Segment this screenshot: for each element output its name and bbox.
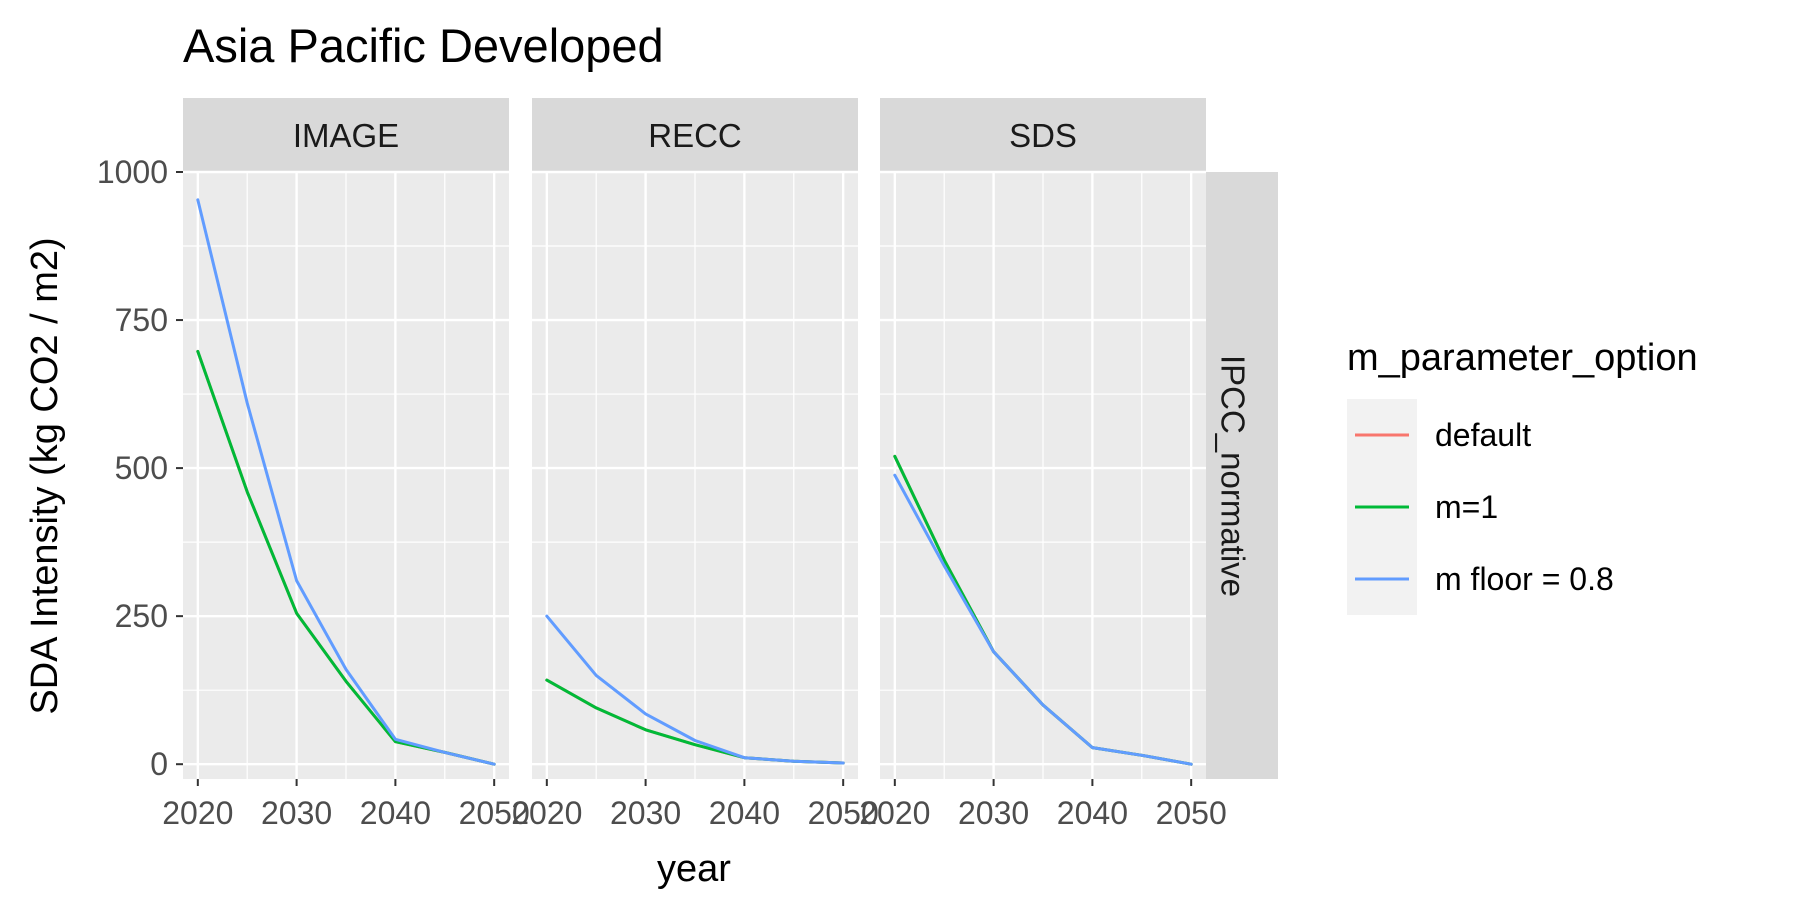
legend-label: default	[1435, 417, 1531, 453]
facet-strip-label: SDS	[1009, 117, 1077, 154]
series-line-m-floor-0-8	[893, 473, 1193, 766]
facet-panels: IMAGE 2020 2030 2040 2050 RECC 2020 2030 2040 205…	[162, 98, 1227, 831]
legend-label: m floor = 0.8	[1435, 561, 1614, 597]
x-tick-label: 2040	[360, 795, 431, 831]
y-tick-label: 0	[150, 746, 168, 782]
facet-strip	[880, 98, 1206, 172]
facet-strip	[183, 98, 509, 172]
facet-panel-image: IMAGE 2020 2030 2040 2050	[162, 98, 530, 831]
x-tick-label: 2020	[162, 795, 233, 831]
facet-strip-label: IMAGE	[293, 117, 399, 154]
row-strip-background	[1206, 172, 1278, 779]
series-line-m-floor-0-8	[196, 198, 496, 766]
legend: m_parameter_option default m=1 m floor = 0…	[1347, 337, 1698, 615]
x-tick-label: 2050	[808, 795, 879, 831]
legend-title: m_parameter_option	[1347, 337, 1698, 379]
facet-panel-recc: RECC 2020 2030 2040 2050	[511, 98, 879, 831]
x-tick-label: 2040	[1057, 795, 1128, 831]
x-axis-title: year	[657, 848, 731, 890]
y-tick-label: 250	[115, 598, 168, 634]
y-tick-label: 1000	[97, 154, 168, 190]
chart-title: Asia Pacific Developed	[183, 19, 664, 72]
x-tick-label: 2030	[958, 795, 1029, 831]
x-tick-label: 2030	[610, 795, 681, 831]
y-tick-label: 500	[115, 450, 168, 486]
facet-strip	[532, 98, 858, 172]
row-strip-label: IPCC_normative	[1214, 355, 1251, 597]
x-tick-label: 2020	[859, 795, 930, 831]
y-axis: 0 250 500 750 1000	[97, 154, 183, 782]
x-tick-label: 2040	[709, 795, 780, 831]
x-tick-label: 2020	[511, 795, 582, 831]
legend-label: m=1	[1435, 489, 1498, 525]
x-tick-label: 2030	[261, 795, 332, 831]
y-tick-label: 750	[115, 302, 168, 338]
x-tick-label: 2050	[459, 795, 530, 831]
facet-strip-label: RECC	[648, 117, 742, 154]
facet-panel-sds: SDS 2020 2030 2040 2050	[859, 98, 1227, 831]
y-axis-title: SDA Intensity (kg CO2 / m2)	[24, 237, 66, 714]
row-strip: IPCC_normative	[1206, 172, 1278, 779]
series-line-m-floor-0-8	[545, 614, 845, 765]
x-tick-label: 2050	[1156, 795, 1227, 831]
